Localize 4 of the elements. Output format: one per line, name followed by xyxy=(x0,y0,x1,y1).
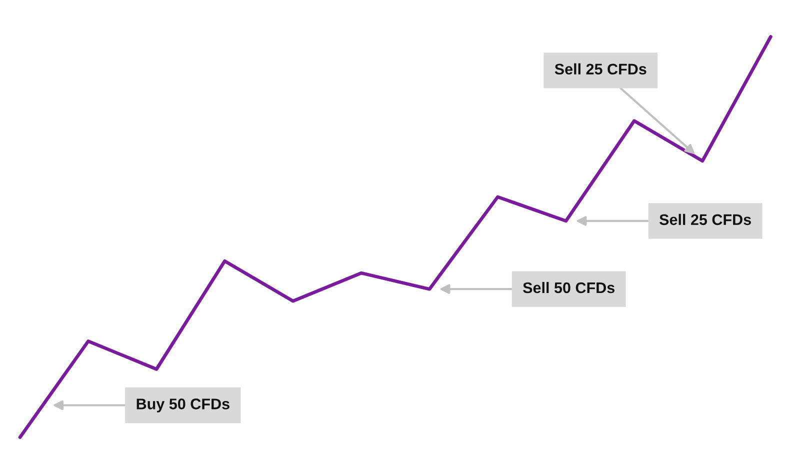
annotation: Sell 25 CFDs xyxy=(659,214,751,226)
annotation: Buy 50 CFDs xyxy=(136,398,230,412)
annotation: Sell 50 CFDs xyxy=(523,282,614,294)
annotation: Sell 25 CFDs xyxy=(554,63,646,75)
